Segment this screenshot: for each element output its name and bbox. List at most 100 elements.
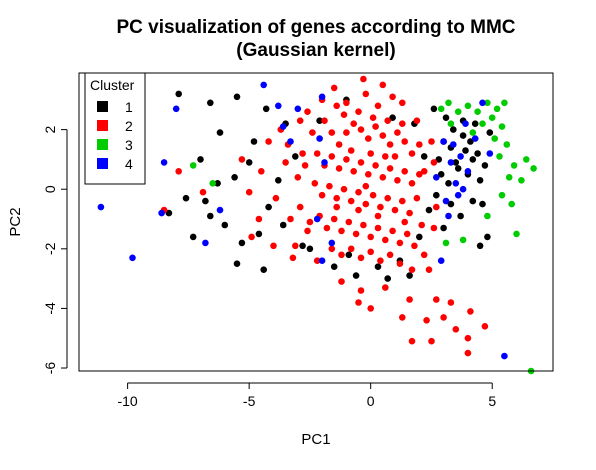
point-cluster-2-24	[428, 337, 435, 345]
point-cluster-1-55	[437, 171, 445, 178]
point-cluster-2-39	[428, 138, 435, 145]
point-cluster-2-132	[245, 188, 253, 196]
point-cluster-1-9	[189, 233, 197, 241]
point-cluster-2-41	[433, 203, 440, 211]
point-cluster-4-9	[279, 123, 287, 130]
point-cluster-3-8	[488, 114, 496, 121]
point-cluster-2-58	[379, 132, 387, 139]
plot-frame	[78, 72, 554, 372]
point-cluster-2-103	[374, 224, 382, 232]
point-cluster-2-113	[357, 254, 365, 262]
point-cluster-2-122	[369, 114, 377, 121]
point-cluster-2-81	[318, 191, 326, 199]
point-cluster-4-6	[216, 206, 224, 214]
point-cluster-2-25	[464, 334, 472, 342]
legend-swatch-3	[97, 139, 108, 150]
point-cluster-1-50	[442, 114, 450, 121]
point-cluster-2-33	[199, 188, 207, 196]
point-cluster-2-45	[309, 129, 316, 136]
point-cluster-1-42	[389, 114, 396, 121]
point-cluster-1-46	[292, 153, 299, 160]
point-cluster-2-27	[452, 326, 460, 333]
point-cluster-2-54	[350, 120, 358, 127]
point-cluster-2-52	[335, 141, 343, 148]
legend-swatch-2	[97, 120, 108, 131]
point-cluster-4-16	[328, 239, 336, 247]
x-axis-label: PC1	[301, 431, 330, 448]
point-cluster-2-115	[377, 257, 384, 265]
legend: Cluster 1 2 3 4	[84, 72, 146, 185]
x-tick-label: 5	[488, 393, 496, 409]
point-cluster-3-25	[209, 180, 216, 187]
point-cluster-2-94	[413, 194, 421, 202]
point-cluster-1-57	[447, 200, 455, 208]
point-cluster-2-105	[389, 227, 396, 235]
point-cluster-1-44	[420, 153, 428, 160]
point-cluster-1-40	[316, 117, 323, 124]
point-cluster-2-67	[328, 153, 336, 160]
point-cluster-1-20	[430, 105, 438, 113]
point-cluster-3-10	[498, 123, 506, 130]
point-cluster-2-40	[430, 159, 438, 166]
point-cluster-3-14	[523, 156, 530, 163]
point-cluster-2-90	[384, 194, 392, 202]
point-cluster-2-93	[406, 209, 413, 217]
point-cluster-4-5	[202, 239, 209, 247]
point-cluster-1-2	[233, 93, 241, 101]
point-cluster-2-121	[355, 108, 362, 115]
point-cluster-2-10	[272, 194, 280, 202]
point-cluster-1-64	[265, 203, 272, 211]
point-cluster-4-3	[172, 105, 180, 113]
point-cluster-3-11	[491, 135, 499, 142]
point-cluster-4-0	[97, 203, 105, 211]
point-cluster-2-78	[408, 180, 416, 187]
point-cluster-1-65	[275, 177, 282, 184]
point-cluster-1-29	[471, 120, 479, 127]
point-cluster-2-23	[408, 337, 416, 345]
point-cluster-1-31	[457, 212, 464, 220]
point-cluster-2-11	[255, 215, 263, 223]
point-cluster-2-108	[411, 242, 418, 250]
point-cluster-1-19	[416, 233, 423, 241]
x-tick-label: -10	[117, 393, 137, 409]
point-cluster-4-22	[454, 191, 462, 199]
point-cluster-1-61	[345, 251, 353, 259]
point-cluster-1-5	[214, 180, 221, 187]
legend-label-4: 4	[125, 156, 133, 172]
point-cluster-1-10	[207, 212, 214, 220]
point-cluster-4-10	[287, 138, 294, 145]
point-cluster-2-80	[311, 180, 319, 187]
point-cluster-2-82	[326, 182, 333, 190]
point-cluster-2-20	[467, 308, 474, 315]
point-cluster-2-123	[384, 117, 392, 124]
point-cluster-1-35	[476, 242, 484, 250]
point-cluster-4-27	[433, 174, 440, 181]
point-cluster-1-24	[469, 156, 477, 163]
point-cluster-4-7	[260, 81, 268, 89]
point-cluster-2-6	[265, 138, 272, 145]
point-cluster-1-25	[454, 165, 462, 172]
point-cluster-3-2	[454, 108, 462, 115]
point-cluster-4-19	[452, 180, 460, 187]
point-cluster-1-47	[202, 197, 209, 205]
point-cluster-2-77	[401, 168, 409, 175]
point-cluster-3-0	[437, 105, 445, 113]
point-cluster-2-88	[369, 191, 377, 199]
point-cluster-2-65	[313, 150, 321, 157]
point-cluster-4-4	[158, 209, 165, 217]
point-cluster-2-96	[323, 224, 331, 232]
point-cluster-3-23	[442, 239, 450, 247]
point-cluster-2-135	[333, 102, 341, 110]
point-cluster-1-33	[425, 206, 433, 214]
point-cluster-2-109	[418, 221, 426, 229]
point-cluster-1-63	[384, 275, 392, 282]
point-cluster-2-143	[347, 147, 355, 154]
point-cluster-2-22	[423, 317, 430, 324]
point-cluster-2-21	[481, 323, 489, 330]
point-cluster-4-14	[313, 215, 321, 223]
point-cluster-2-104	[382, 236, 389, 244]
point-cluster-1-69	[216, 129, 224, 136]
point-cluster-2-87	[362, 200, 370, 208]
point-cluster-1-68	[299, 242, 306, 250]
point-cluster-2-44	[408, 266, 416, 274]
